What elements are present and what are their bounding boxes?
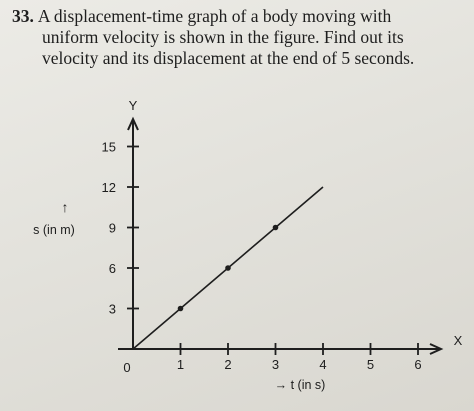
x-tick-label: 6 <box>414 357 421 372</box>
question-line-1: 33. A displacement-time graph of a body m… <box>12 6 468 27</box>
origin-label: 0 <box>123 360 130 375</box>
x-axis-letter: X <box>454 333 463 348</box>
y-tick-label: 9 <box>109 221 116 236</box>
y-tick-label: 12 <box>102 180 116 195</box>
labels: 0 X Y ↑ s (in m) → t (in s) <box>33 98 463 392</box>
axes <box>118 116 444 355</box>
question-text-line-1: A displacement-time graph of a body movi… <box>37 6 392 26</box>
y-axis-arrow: ↑ <box>62 199 69 215</box>
x-axis-arrowhead <box>429 343 444 355</box>
x-tick-label: 3 <box>272 357 279 372</box>
x-tick-label: 1 <box>177 357 184 372</box>
x-tick-label: 5 <box>367 357 374 372</box>
data-point <box>177 305 184 312</box>
x-tick-label: 4 <box>319 357 326 372</box>
y-axis-letter: Y <box>129 98 138 113</box>
y-tick-label: 15 <box>102 140 116 155</box>
data-point <box>225 265 231 271</box>
y-tick-label: 3 <box>109 302 116 317</box>
question-line-2: uniform velocity is shown in the figure.… <box>42 27 404 47</box>
y-tick-label: 6 <box>109 261 116 276</box>
data-point <box>272 224 279 231</box>
y-axis-arrowhead <box>127 116 139 131</box>
question-number: 33. <box>12 6 34 26</box>
x-tick-label: 2 <box>224 357 231 372</box>
series <box>132 186 324 350</box>
x-axis-label: → t (in s) <box>275 378 326 392</box>
question-text: 33. A displacement-time graph of a body m… <box>12 6 468 69</box>
question-line-3: velocity and its displacement at the end… <box>42 48 415 68</box>
y-axis-label: s (in m) <box>33 223 75 237</box>
